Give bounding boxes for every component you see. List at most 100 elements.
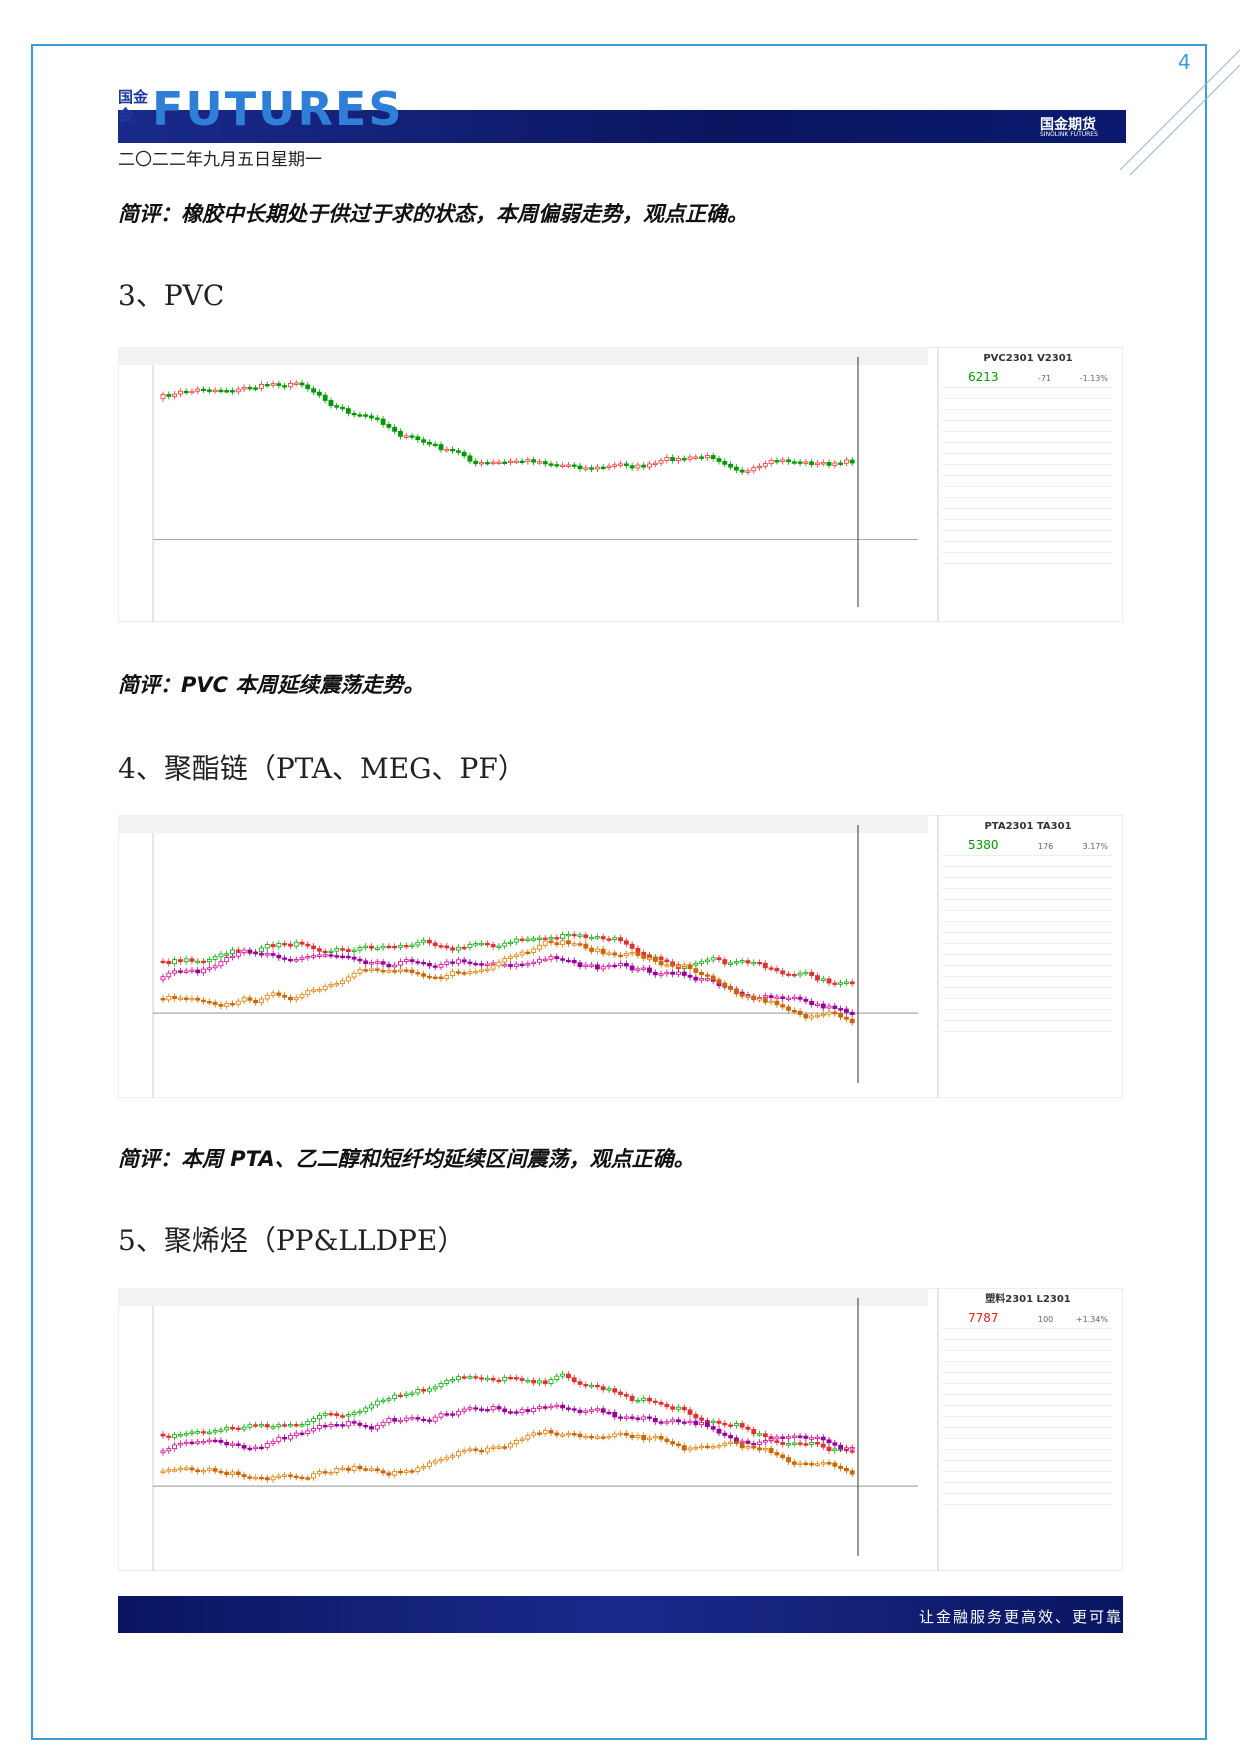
candle-body	[583, 467, 589, 470]
candle-body	[641, 955, 647, 959]
candle-body	[479, 969, 484, 972]
candle-body	[160, 960, 166, 964]
candle-body	[467, 455, 473, 462]
candle-body	[797, 972, 803, 976]
candle-body	[554, 956, 560, 960]
candle-body	[745, 1426, 751, 1430]
candle-body	[276, 1424, 282, 1428]
candle-body	[629, 952, 635, 955]
candle-body	[560, 1434, 566, 1437]
date: 二〇二二年九月五日星期一	[118, 150, 322, 170]
candle-body	[328, 1424, 334, 1427]
candle-body	[786, 1443, 791, 1446]
candle-body	[780, 1454, 786, 1459]
panel-row	[942, 877, 1112, 878]
candle-body	[757, 1433, 762, 1436]
candle-body	[444, 448, 450, 452]
candle-body	[426, 939, 432, 944]
candle-body	[473, 943, 479, 946]
candle-body	[455, 959, 461, 964]
candle-body	[398, 969, 403, 972]
candle-body	[450, 448, 456, 452]
candle-body	[525, 951, 531, 955]
candle-body	[826, 1011, 832, 1015]
candle-body	[316, 1471, 322, 1475]
candle-body	[189, 969, 195, 972]
candle-body	[704, 974, 710, 977]
candle-body	[212, 956, 218, 960]
candle-body	[299, 1432, 305, 1435]
chart-screenshot: PVC2301 V2301 6213 -71 -1.13%	[118, 347, 1123, 622]
candle-body	[438, 1458, 444, 1462]
candle-body	[652, 1400, 658, 1403]
candle-body	[815, 462, 820, 466]
candle-body	[479, 462, 484, 465]
candle-body	[589, 947, 595, 952]
candle-body	[606, 1388, 612, 1391]
candle-body	[467, 1376, 473, 1379]
candle-body	[409, 969, 415, 973]
candle-body	[670, 971, 676, 975]
candle-body	[357, 969, 363, 974]
candle-body	[838, 1465, 844, 1469]
candle-body	[757, 1441, 762, 1445]
candle-body	[728, 463, 734, 468]
candle-body	[473, 1376, 479, 1379]
candle-body	[681, 1406, 687, 1411]
candle-body	[606, 465, 612, 469]
candle-body	[803, 998, 809, 1002]
candle-body	[195, 969, 201, 974]
candle-body	[786, 459, 791, 463]
candle-body	[374, 1468, 380, 1472]
candle-body	[548, 463, 554, 466]
candle-body	[774, 1452, 780, 1456]
panel-row	[942, 954, 1112, 955]
candle-body	[334, 1468, 340, 1473]
candle-body	[374, 947, 380, 950]
candle-body	[183, 970, 189, 973]
candle-body	[739, 1442, 745, 1449]
candle-body	[699, 1422, 705, 1426]
candle-body	[710, 1445, 716, 1449]
candle-body	[415, 1467, 421, 1472]
candle-body	[398, 1394, 403, 1397]
candle-body	[589, 1384, 595, 1388]
candle-body	[838, 982, 844, 985]
candle-body	[704, 1445, 710, 1449]
candle-body	[693, 976, 699, 981]
candle-body	[218, 1429, 224, 1432]
candle-body	[235, 1427, 241, 1430]
candle-body	[340, 1424, 345, 1427]
candle-body	[652, 1418, 658, 1423]
candle-body	[600, 936, 606, 940]
candle-body	[444, 961, 450, 965]
candle-body	[230, 390, 235, 393]
candle-body	[768, 1438, 774, 1441]
candle-body	[843, 1016, 849, 1020]
candle-body	[264, 1477, 270, 1481]
candle-body	[363, 414, 369, 417]
candle-body	[334, 948, 340, 952]
candle-body	[455, 946, 461, 951]
candle-body	[623, 1394, 629, 1397]
candle-body	[374, 968, 380, 971]
candle-body	[479, 1408, 484, 1411]
candle-body	[554, 1404, 560, 1408]
candle-body	[305, 1477, 311, 1480]
candle-body	[322, 985, 328, 990]
candle-body	[438, 444, 444, 451]
candle-body	[838, 1013, 844, 1018]
candle-body	[299, 382, 305, 386]
candle-body	[380, 961, 386, 965]
panel-row	[942, 464, 1112, 465]
candle-body	[704, 959, 710, 963]
candle-body	[201, 1431, 206, 1434]
candle-body	[247, 1424, 253, 1428]
candle-body	[160, 1450, 166, 1454]
candle-body	[490, 1446, 496, 1449]
candle-body	[531, 459, 537, 463]
candle-body	[363, 945, 369, 949]
candle-body	[647, 1437, 652, 1441]
candle-body	[571, 959, 577, 964]
candle-body	[415, 972, 421, 975]
